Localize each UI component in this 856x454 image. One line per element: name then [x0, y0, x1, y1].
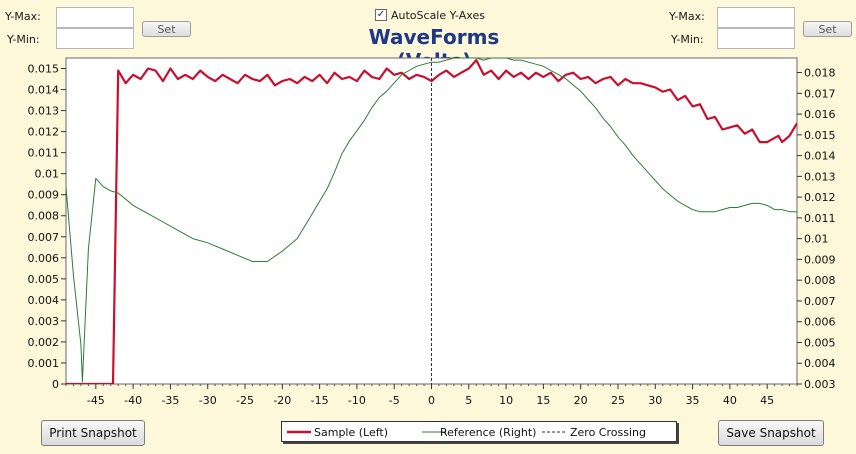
y-right-tick-label: 0.003 [804, 378, 836, 391]
y-left-tick-label: 0.015 [28, 63, 60, 76]
left-set-button[interactable]: Set [142, 21, 191, 37]
y-right-tick-label: 0.017 [804, 87, 836, 100]
x-tick-label: 10 [499, 394, 513, 407]
y-right-tick-label: 0.009 [804, 253, 836, 266]
y-right-tick-label: 0.007 [804, 295, 836, 308]
y-left-tick-label: 0.01 [35, 168, 60, 181]
reference-series-line [66, 57, 797, 383]
y-left-tick-label: 0.011 [28, 147, 60, 160]
left-ymin-label: Y-Min: [7, 33, 40, 46]
x-tick-label: -10 [348, 394, 366, 407]
x-tick-label: -20 [273, 394, 291, 407]
autoscale-checkbox[interactable]: ✓ [375, 9, 387, 21]
y-left-tick-label: 0.002 [28, 336, 60, 349]
x-tick-label: -30 [199, 394, 217, 407]
y-left-tick-label: 0.007 [28, 231, 60, 244]
x-tick-label: -5 [389, 394, 400, 407]
y-right-tick-label: 0.015 [804, 129, 836, 142]
y-left-tick-label: 0.013 [28, 105, 60, 118]
legend-sample-swatch [287, 430, 311, 434]
legend-reference-label: Reference (Right) [440, 426, 537, 439]
left-ymax-label: Y-Max: [5, 10, 41, 23]
y-right-tick-label: 0.006 [804, 316, 836, 329]
x-tick-label: 35 [686, 394, 700, 407]
x-tick-label: -15 [311, 394, 329, 407]
save-snapshot-button[interactable]: Save Snapshot [718, 420, 824, 446]
right-ymin-input[interactable] [717, 28, 795, 49]
legend-sample-label: Sample (Left) [314, 426, 389, 439]
legend-reference-swatch [422, 431, 446, 433]
x-tick-label: -45 [87, 394, 105, 407]
right-ymax-input[interactable] [717, 7, 795, 28]
x-tick-label: 25 [611, 394, 625, 407]
y-right-tick-label: 0.016 [804, 108, 836, 121]
x-tick-label: 30 [648, 394, 662, 407]
x-tick-label: 15 [536, 394, 550, 407]
right-ymax-label: Y-Max: [669, 10, 705, 23]
y-left-tick-label: 0.003 [28, 315, 60, 328]
sample-series-line [66, 59, 797, 384]
print-snapshot-button[interactable]: Print Snapshot [41, 420, 145, 446]
x-tick-label: 0 [428, 394, 435, 407]
x-tick-label: -25 [236, 394, 254, 407]
x-tick-label: 20 [574, 394, 588, 407]
y-left-tick-label: 0.005 [28, 273, 60, 286]
y-right-tick-label: 0.011 [804, 212, 836, 225]
y-left-tick-label: 0.008 [28, 210, 60, 223]
y-left-tick-label: 0.014 [28, 84, 60, 97]
right-set-button[interactable]: Set [803, 21, 852, 37]
x-tick-label: -40 [124, 394, 142, 407]
x-tick-label: 5 [465, 394, 472, 407]
y-left-tick-label: 0.004 [28, 294, 60, 307]
y-right-tick-label: 0.005 [804, 336, 836, 349]
left-ymax-input[interactable] [56, 7, 134, 28]
y-right-tick-label: 0.012 [804, 191, 836, 204]
y-left-tick-label: 0.006 [28, 252, 60, 265]
legend-zero-swatch [542, 431, 566, 433]
y-left-tick-label: 0 [52, 378, 59, 391]
y-right-tick-label: 0.014 [804, 150, 836, 163]
y-right-tick-label: 0.004 [804, 357, 836, 370]
legend-zero-label: Zero Crossing [570, 426, 646, 439]
y-right-tick-label: 0.008 [804, 274, 836, 287]
x-tick-label: 40 [723, 394, 737, 407]
y-right-tick-label: 0.013 [804, 170, 836, 183]
right-ymin-label: Y-Min: [671, 33, 704, 46]
x-tick-label: 45 [760, 394, 774, 407]
y-left-tick-label: 0.012 [28, 126, 60, 139]
left-ymin-input[interactable] [56, 28, 134, 49]
y-left-tick-label: 0.009 [28, 189, 60, 202]
y-right-tick-label: 0.01 [804, 233, 829, 246]
y-right-tick-label: 0.018 [804, 67, 836, 80]
y-left-tick-label: 0.001 [28, 357, 60, 370]
legend: Sample (Left) Reference (Right) Zero Cro… [281, 421, 677, 442]
autoscale-label: AutoScale Y-Axes [391, 9, 485, 22]
x-tick-label: -35 [161, 394, 179, 407]
